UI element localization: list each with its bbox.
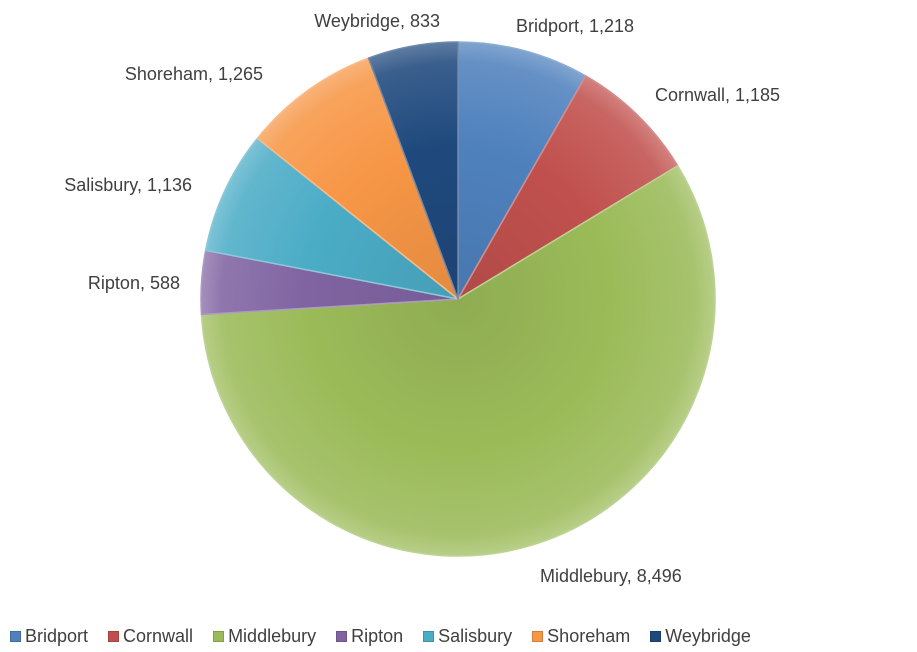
pie-slice-shoreham (256, 57, 459, 300)
pie-slice-weybridge (367, 41, 459, 300)
legend-label-bridport: Bridport (25, 626, 89, 646)
legend-label-shoreham: Shoreham (547, 626, 631, 646)
data-label-ripton: Ripton, 588 (88, 273, 180, 293)
legend-swatch-shoreham (532, 631, 544, 642)
legend-item-salisbury: Salisbury (423, 626, 512, 647)
data-label-bridport: Bridport, 1,218 (516, 16, 634, 36)
legend-item-cornwall: Cornwall (108, 626, 193, 647)
pie-slices (200, 41, 716, 557)
legend-label-salisbury: Salisbury (438, 626, 513, 646)
data-label-cornwall: Cornwall, 1,185 (655, 85, 780, 105)
pie-slice-cornwall (457, 75, 679, 300)
data-label-salisbury: Salisbury, 1,136 (64, 175, 192, 195)
legend-label-weybridge: Weybridge (665, 626, 751, 646)
pie-slice-salisbury (204, 137, 459, 300)
legend-swatch-ripton (336, 631, 348, 642)
legend-swatch-middlebury (213, 631, 225, 642)
pie-chart-plot: Bridport, 1,218 Cornwall, 1,185 Middlebury… (64, 11, 780, 586)
legend-item-weybridge: Weybridge (650, 626, 751, 647)
legend-item-ripton: Ripton (336, 626, 403, 647)
pie-slice-middlebury (200, 164, 716, 557)
legend-swatch-cornwall (108, 631, 120, 642)
data-label-weybridge: Weybridge, 833 (314, 11, 440, 31)
legend-label-ripton: Ripton (351, 626, 404, 646)
pie-data-labels: Bridport, 1,218 Cornwall, 1,185 Middlebury… (64, 11, 780, 586)
legend-label-cornwall: Cornwall (123, 626, 194, 646)
data-label-shoreham: Shoreham, 1,265 (125, 64, 263, 84)
data-label-middlebury: Middlebury, 8,496 (540, 566, 682, 586)
legend-swatch-weybridge (650, 631, 662, 642)
chart-legend: Bridport Cornwall Middlebury Ripton Sali… (10, 626, 751, 647)
legend-item-bridport: Bridport (10, 626, 88, 647)
pie-slice-bridport (457, 41, 587, 300)
legend-item-shoreham: Shoreham (532, 626, 630, 647)
legend-swatch-salisbury (423, 631, 435, 642)
legend-swatch-bridport (10, 631, 21, 642)
legend-item-middlebury: Middlebury (213, 626, 316, 647)
legend-label-middlebury: Middlebury (228, 626, 317, 646)
